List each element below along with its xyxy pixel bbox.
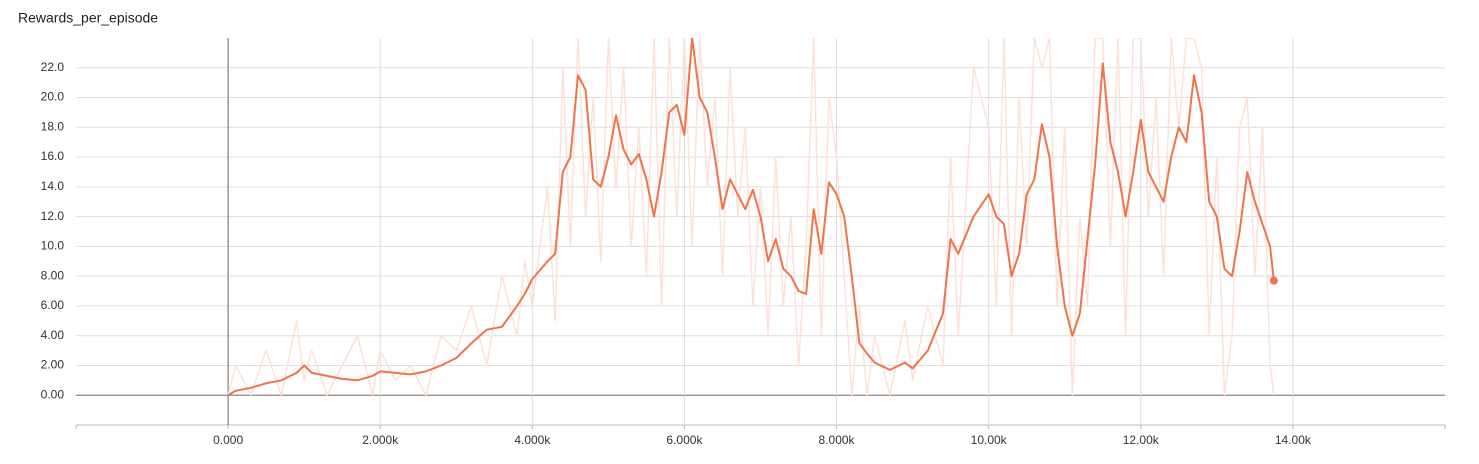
chart-title: Rewards_per_episode: [18, 10, 158, 26]
axes: 0.00 2.00 4.00 6.00 8.00 10.0 12.0 14.0 16.0 18.0…: [41, 60, 1312, 447]
plot-area: [227, 38, 1278, 397]
y-tick-label: 10.0: [41, 239, 65, 253]
x-tick-label: 0.000: [213, 433, 243, 447]
x-tick-label: 14.00k: [1275, 433, 1312, 447]
y-tick-label: 14.0: [41, 179, 65, 193]
series-line: [227, 38, 1275, 396]
y-tick-label: 8.00: [41, 268, 65, 282]
y-tick-label: 22.0: [41, 60, 65, 74]
x-tick-label: 6.000k: [666, 433, 703, 447]
x-tick-label: 8.000k: [819, 433, 856, 447]
x-tick-label: 4.000k: [514, 433, 551, 447]
y-tick-label: 12.0: [41, 209, 65, 223]
y-tick-label: 18.0: [41, 119, 65, 133]
y-tick-label: 20.0: [41, 90, 65, 104]
x-tick-label: 12.00k: [1123, 433, 1160, 447]
y-tick-label: 6.00: [41, 298, 65, 312]
y-tick-label: 16.0: [41, 149, 65, 163]
y-tick-label: 0.00: [41, 387, 65, 401]
y-tick-label: 2.00: [41, 358, 65, 372]
end-point: [1269, 276, 1278, 285]
x-tick-label: 10.00k: [971, 433, 1008, 447]
grid: [75, 38, 1446, 429]
y-tick-label: 4.00: [41, 328, 65, 342]
series-line: [227, 38, 1275, 397]
x-tick-label: 2.000k: [362, 433, 399, 447]
